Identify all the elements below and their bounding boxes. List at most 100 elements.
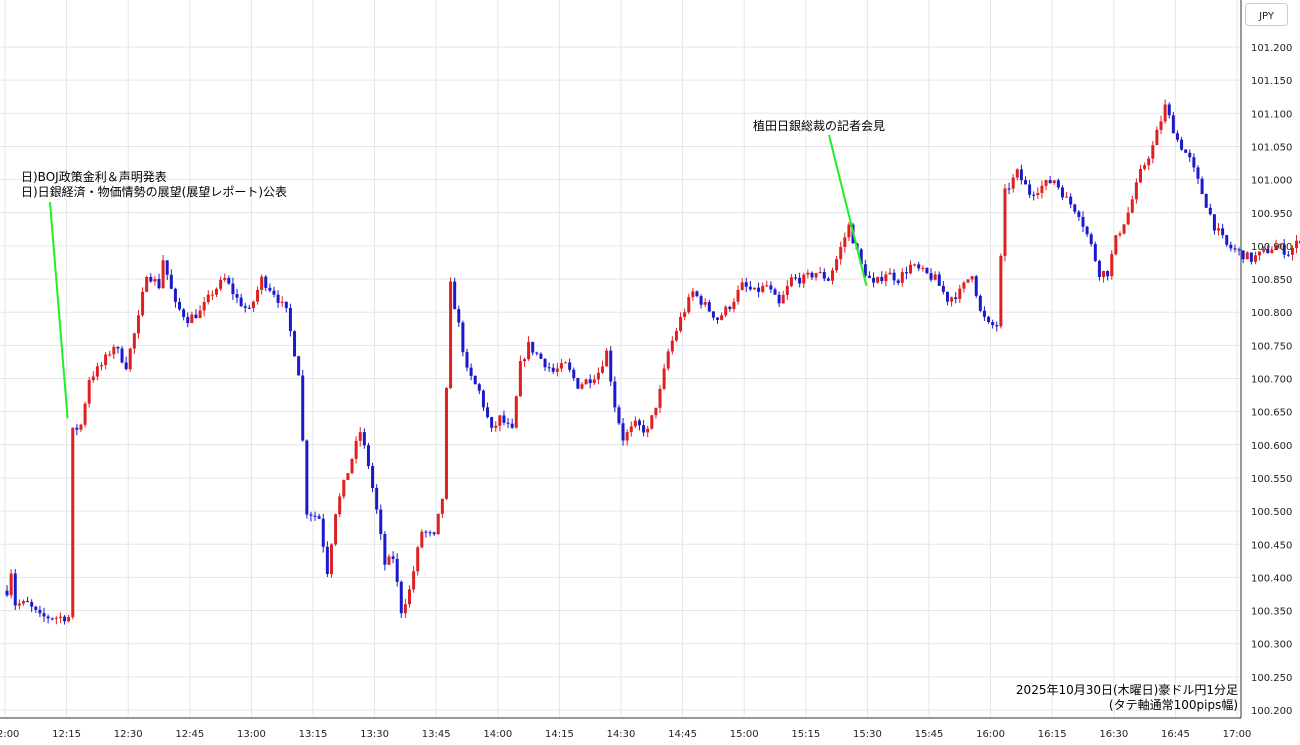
candle-body	[876, 277, 880, 283]
candle-body	[469, 367, 473, 376]
chart-caption: 2025年10月30日(木曜日)豪ドル円1分足(タテ軸通常100pips幅)	[1016, 682, 1238, 712]
candle-body	[1253, 255, 1257, 262]
candle-body	[670, 340, 674, 352]
candle-body	[79, 424, 83, 430]
candle-body	[161, 260, 165, 289]
candle-body	[798, 277, 802, 284]
candle-body	[559, 363, 563, 369]
candle-body	[588, 379, 592, 384]
candle-body	[486, 407, 490, 418]
candle-body	[1274, 245, 1278, 251]
candle-body	[958, 288, 962, 299]
candle-body	[1011, 177, 1015, 189]
candle-body	[444, 388, 448, 499]
candle-body	[1270, 250, 1274, 254]
candle-body	[892, 272, 896, 281]
candle-body	[716, 317, 720, 320]
candle-body	[42, 613, 46, 617]
candle-body	[256, 289, 260, 302]
candle-body	[1073, 204, 1077, 212]
candle-body	[806, 272, 810, 275]
candle-body	[243, 306, 247, 308]
candle-body	[830, 270, 834, 281]
candle-body	[1126, 212, 1130, 225]
candle-body	[822, 272, 826, 279]
candle-body	[1138, 168, 1142, 183]
candle-body	[674, 330, 678, 341]
candle-body	[34, 606, 38, 610]
y-tick-label: 100.700	[1251, 375, 1292, 386]
candle-body	[1204, 194, 1208, 208]
candle-body	[91, 376, 95, 381]
candle-body	[814, 273, 818, 278]
y-tick-label: 101.050	[1251, 142, 1292, 153]
candle-body	[1245, 252, 1249, 260]
candle-body	[169, 274, 173, 289]
candle-body	[654, 407, 658, 416]
candle-body	[904, 272, 908, 274]
candle-body	[440, 498, 444, 514]
candle-body	[613, 381, 617, 408]
candle-body	[962, 282, 966, 289]
candle-body	[826, 278, 830, 281]
candle-body	[995, 325, 999, 327]
candle-body	[1163, 104, 1167, 122]
candle-body	[732, 301, 736, 310]
candle-body	[420, 531, 424, 548]
candle-body	[884, 274, 888, 282]
candle-body	[83, 403, 87, 425]
x-tick-label: 14:45	[668, 729, 697, 740]
candle-body	[104, 354, 108, 366]
candle-body	[490, 417, 494, 428]
candle-body	[950, 297, 954, 302]
candle-body	[383, 534, 387, 565]
x-tick-label: 14:00	[483, 729, 512, 740]
candle-body	[1056, 180, 1060, 188]
candle-body	[358, 432, 362, 441]
candle-body	[1295, 240, 1299, 248]
y-tick-label: 100.800	[1251, 308, 1292, 319]
y-tick-label: 101.150	[1251, 76, 1292, 87]
candle-body	[999, 255, 1003, 327]
candle-body	[1077, 211, 1081, 217]
candle-body	[880, 277, 884, 282]
x-tick-label: 12:15	[52, 729, 81, 740]
candle-body	[510, 423, 514, 428]
candle-body	[835, 259, 839, 271]
candle-body	[601, 366, 605, 373]
candle-body	[223, 277, 227, 280]
y-tick-label: 100.850	[1251, 275, 1292, 286]
candle-body	[210, 294, 214, 296]
candle-body	[642, 425, 646, 433]
candle-body	[1122, 224, 1126, 234]
candle-body	[679, 316, 683, 331]
candle-body	[592, 379, 596, 384]
candle-body	[863, 264, 867, 276]
candle-body	[1151, 145, 1155, 159]
candle-body	[736, 289, 740, 302]
candle-body	[535, 352, 539, 354]
candle-body	[1032, 194, 1036, 196]
candle-body	[1130, 199, 1134, 213]
candle-body	[75, 427, 79, 430]
candle-body	[1167, 104, 1171, 116]
candle-body	[1028, 184, 1032, 195]
candle-body	[514, 396, 518, 428]
x-tick-label: 15:30	[853, 729, 882, 740]
candle-body	[518, 361, 522, 397]
candle-body	[847, 224, 851, 238]
candle-body	[128, 348, 132, 370]
x-tick-label: 13:15	[299, 729, 328, 740]
x-tick-label: 13:30	[360, 729, 389, 740]
candle-body	[596, 372, 600, 380]
candle-body	[165, 260, 169, 275]
candle-body	[945, 291, 949, 302]
candle-body	[494, 425, 498, 428]
candle-body	[321, 518, 325, 547]
candle-body	[498, 415, 502, 426]
candle-body	[1143, 165, 1147, 169]
candle-body	[58, 616, 62, 618]
annotation-leader-line	[49, 201, 69, 419]
chart-grid	[0, 0, 1241, 718]
